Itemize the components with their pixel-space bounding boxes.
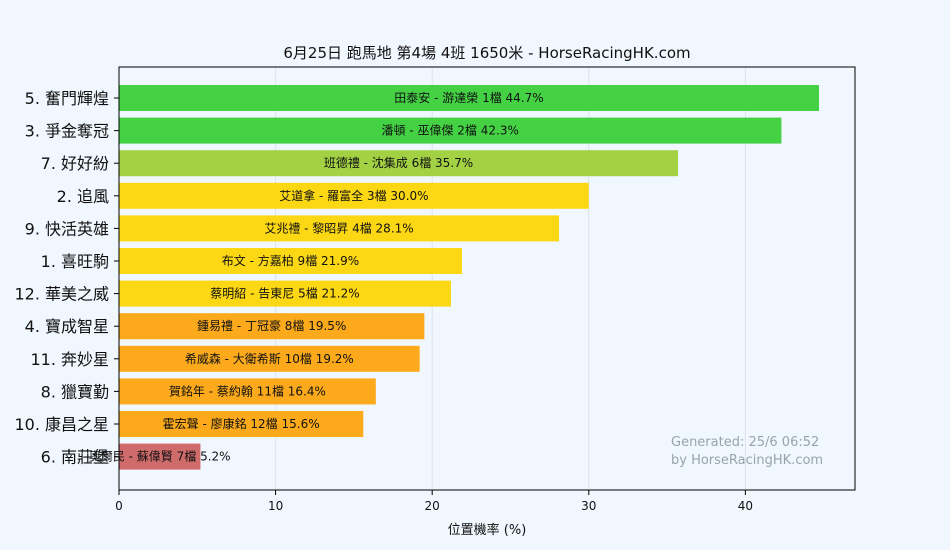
category-label: 7. 好好紛 (41, 154, 109, 173)
category-label: 4. 寶成智星 (25, 317, 109, 336)
bar-label: 希威森 - 大衛希斯 10檔 19.2% (185, 351, 354, 366)
bar (119, 345, 420, 372)
category-label: 8. 獵寶勤 (41, 382, 109, 401)
category-label: 11. 奔妙星 (30, 350, 109, 369)
bar-label: 霍宏聲 - 廖康銘 12檔 15.6% (163, 416, 320, 431)
bar (119, 378, 376, 405)
category-label: 5. 奮門輝煌 (25, 89, 109, 108)
category-label: 9. 快活英雄 (25, 219, 109, 238)
bar (119, 280, 451, 307)
bar-label: 蔡明紹 - 告東尼 5檔 21.2% (210, 287, 359, 301)
bar (119, 248, 462, 274)
x-tick-label: 20 (425, 499, 440, 513)
bar (119, 150, 679, 177)
category-label: 10. 康昌之星 (14, 415, 109, 434)
x-axis-label: 位置機率 (%) (448, 522, 527, 538)
x-tick-label: 0 (115, 499, 123, 513)
category-labels: 5. 奮門輝煌 3. 爭金奪冠 7. 好好紛 2. 追風 9. 快活英雄 1. 喜旺駒 12… (14, 89, 119, 467)
bar-label: 布文 - 方嘉柏 9檔 21.9% (222, 253, 359, 268)
bar (119, 85, 819, 111)
bar-label: 潘頓 - 巫偉傑 2檔 42.3% (382, 124, 519, 138)
bar (119, 411, 364, 437)
x-tick-label: 10 (268, 499, 283, 513)
bar (119, 215, 560, 242)
chart-title: 6月25日 跑馬地 第4場 4班 1650米 - HorseRacingHK.c… (283, 44, 690, 62)
bar-label: 賀銘年 - 蔡約翰 11檔 16.4% (169, 383, 326, 398)
category-label: 2. 追風 (57, 187, 109, 206)
bar-label: 奧爾民 - 蘇偉賢 7檔 5.2% (89, 450, 231, 464)
bar-label: 田泰安 - 游達榮 1檔 44.7% (394, 90, 543, 105)
category-label: 6. 南莊堡 (41, 448, 109, 467)
bars (119, 85, 819, 470)
category-label: 3. 爭金奪冠 (25, 122, 109, 141)
category-label: 12. 華美之威 (14, 285, 109, 304)
x-tick-label: 40 (738, 499, 753, 513)
bar-label: 艾兆禮 - 黎昭昇 4檔 28.1% (264, 221, 413, 235)
bar (119, 313, 425, 340)
watermark-site: by HorseRacingHK.com (671, 453, 823, 468)
watermark-generated: Generated: 25/6 06:52 (671, 435, 819, 450)
plot-frame (118, 66, 856, 491)
bar-label: 鍾易禮 - 丁冠豪 8檔 19.5% (197, 318, 346, 333)
bar-label: 班德禮 - 沈集成 6檔 35.7% (324, 155, 473, 170)
x-tick-label: 30 (581, 499, 596, 513)
category-label: 1. 喜旺駒 (41, 252, 109, 271)
bar-labels: 田泰安 - 游達榮 1檔 44.7% 潘頓 - 巫偉傑 2檔 42.3% 班德禮 -… (89, 90, 544, 464)
bar-label: 艾道拿 - 羅富全 3檔 30.0% (279, 188, 428, 203)
bar (119, 117, 782, 144)
x-axis-ticks: 0 10 20 30 40 (115, 490, 753, 513)
bar (119, 443, 201, 470)
bar (119, 182, 589, 209)
